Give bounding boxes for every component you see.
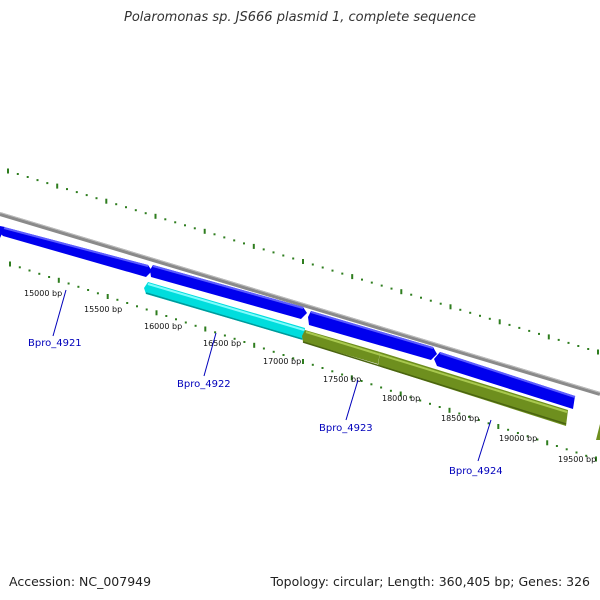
gene-label-bpro-4924[interactable]: Bpro_4924 [449, 466, 503, 477]
bp-label: 15000 bp [24, 289, 62, 298]
gene-bpro-4923-feature[interactable] [302, 330, 380, 364]
outer-tick-track [7, 168, 599, 355]
gene-highlight [3, 227, 149, 267]
bp-label: 19500 bp [558, 455, 596, 464]
gene-highlight [305, 331, 568, 413]
accession-text: Accession: NC_007949 [9, 574, 152, 589]
sequence-backbone [0, 212, 600, 396]
inner-tick-track [9, 261, 597, 462]
bp-label: 18500 bp [441, 414, 479, 423]
bp-label: 17500 bp [323, 375, 361, 384]
gene-next-feature[interactable] [596, 424, 600, 440]
gene-label-bpro-4921[interactable]: Bpro_4921 [28, 338, 82, 349]
gene-forward-segment[interactable] [308, 311, 437, 360]
gene-callout-line [345, 379, 359, 421]
bp-label: 16500 bp [203, 339, 241, 348]
backbone-highlight [0, 212, 600, 393]
topology-summary: Topology: circular; Length: 360,405 bp; … [270, 574, 591, 589]
gene-highlight [147, 283, 305, 331]
gene-callout-line [52, 289, 67, 337]
gene-label-bpro-4922[interactable]: Bpro_4922 [177, 379, 231, 390]
gene-highlight [152, 265, 304, 309]
gene-bpro-4922-feature[interactable] [144, 282, 305, 340]
gene-shadow [145, 292, 303, 340]
gene-label-bpro-4923[interactable]: Bpro_4923 [319, 423, 373, 434]
gene-forward-segment[interactable] [150, 265, 307, 319]
bp-label: 19000 bp [499, 434, 537, 443]
bp-label: 15500 bp [84, 305, 122, 314]
gene-shadow [302, 341, 567, 425]
gene-forward-segment[interactable] [434, 352, 575, 409]
gene-highlight [310, 311, 434, 349]
gene-highlight [439, 352, 576, 398]
gene-bpro-4924-feature[interactable] [378, 352, 568, 426]
bp-label: 17000 bp [263, 357, 301, 366]
gene-callout-line [203, 332, 217, 377]
bp-label: 18000 bp [382, 394, 420, 403]
map-title: Polaromonas sp. JS666 plasmid 1, complet… [123, 10, 476, 25]
bp-label: 16000 bp [144, 322, 182, 331]
gene-callout-line [477, 419, 492, 462]
gene-forward-segment[interactable] [0, 227, 152, 277]
